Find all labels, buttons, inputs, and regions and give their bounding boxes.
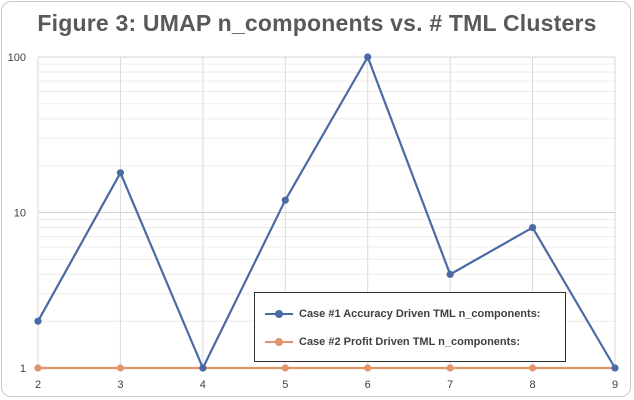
data-point-series-2 [116, 364, 125, 372]
x-tick-label: 6 [365, 379, 371, 391]
legend-label-series-1: Case #1 Accuracy Driven TML n_components… [299, 308, 541, 320]
data-point-series-1 [528, 223, 537, 232]
data-point-series-1 [281, 196, 289, 204]
x-tick-label: 9 [612, 379, 618, 391]
x-axis-ticks: 2 3 4 5 6 7 8 9 [35, 379, 618, 391]
legend-swatch-series-2 [265, 337, 293, 347]
x-tick-label: 5 [282, 379, 288, 391]
data-point-series-2 [34, 364, 42, 372]
legend-item-series-2: Case #2 Profit Driven TML n_components: [265, 333, 520, 351]
legend-swatch-series-1 [265, 309, 293, 319]
legend: Case #1 Accuracy Driven TML n_components… [254, 292, 566, 362]
x-tick-label: 4 [200, 379, 206, 391]
data-point-series-1 [364, 53, 372, 61]
data-point-series-2 [446, 364, 454, 372]
data-point-series-1 [199, 364, 207, 372]
grid-lines [37, 56, 616, 369]
x-tick-label: 7 [447, 379, 453, 391]
legend-item-series-1: Case #1 Accuracy Driven TML n_components… [265, 305, 540, 323]
y-tick-label: 1 [20, 363, 26, 375]
series-group [34, 53, 619, 372]
data-point-series-1 [446, 270, 454, 278]
data-point-series-2 [528, 364, 537, 372]
data-point-series-1 [34, 317, 42, 325]
y-tick-label: 100 [8, 52, 26, 64]
series-line-1 [37, 55, 616, 370]
data-point-series-1 [611, 364, 619, 372]
x-tick-label: 2 [35, 379, 41, 391]
data-point-series-1 [116, 169, 125, 177]
x-tick-label: 3 [117, 379, 123, 391]
x-tick-label: 8 [530, 379, 536, 391]
chart-title: Figure 3: UMAP n_components vs. # TML Cl… [37, 10, 597, 36]
y-axis-ticks: 1 10 100 [8, 52, 26, 375]
data-point-series-2 [364, 364, 372, 372]
legend-label-series-2: Case #2 Profit Driven TML n_components: [299, 336, 521, 348]
y-tick-label: 10 [14, 208, 26, 220]
data-point-series-2 [281, 364, 289, 372]
